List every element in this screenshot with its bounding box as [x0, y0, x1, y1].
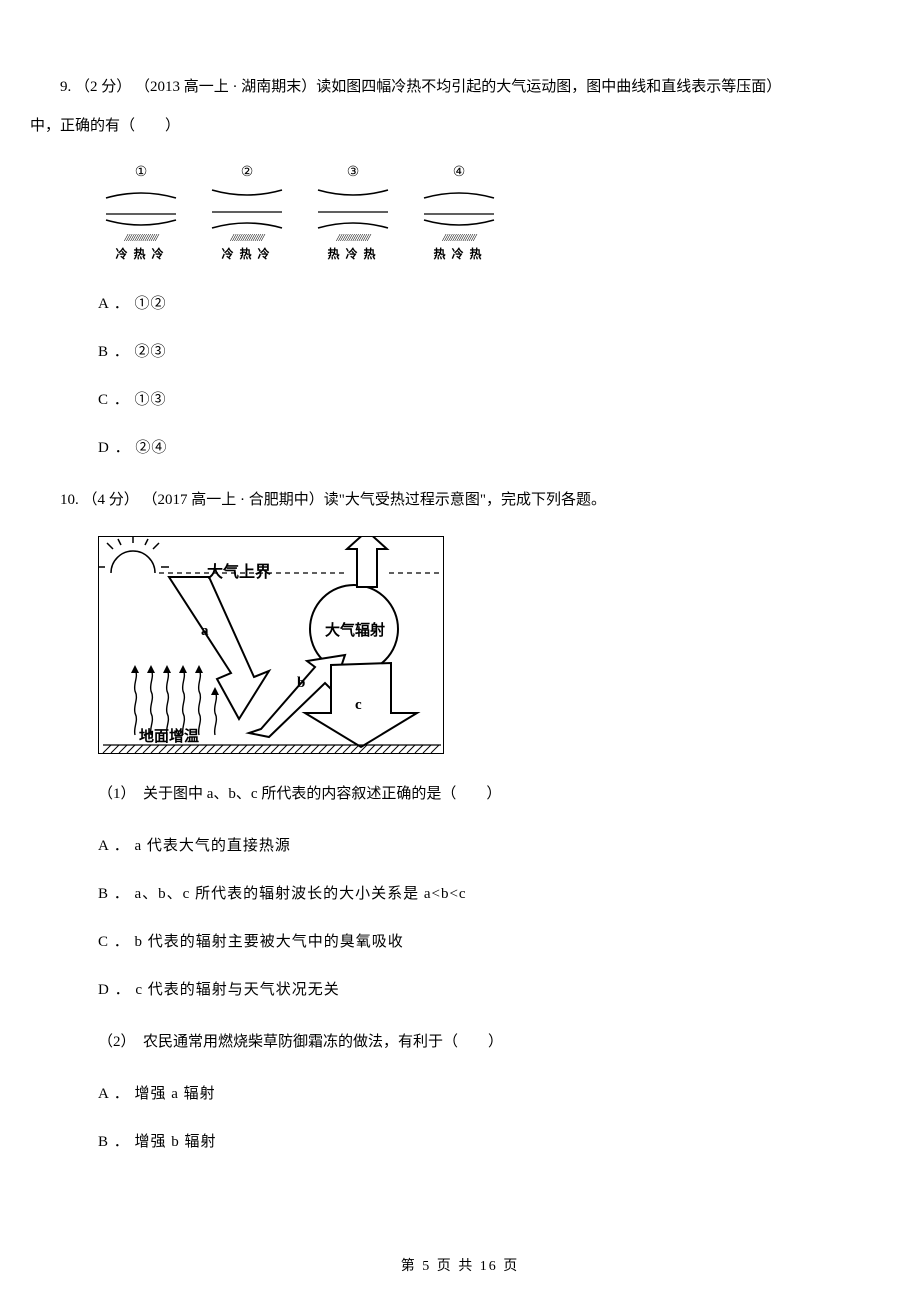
q9-d3-labels: 热冷热 [324, 245, 381, 264]
q9-d3-num: ③ [347, 162, 360, 184]
q9-option-c: C ． ①③ [30, 388, 890, 412]
q10-top-label: 大气上界 [207, 562, 271, 581]
q9-d4-svg [419, 186, 499, 234]
q9-d1-svg [101, 186, 181, 234]
q9-d2-svg [207, 186, 287, 234]
q9-header-line1: 9. （2 分） （2013 高一上 · 湖南期末）读如图四幅冷热不均引起的大气… [30, 75, 890, 99]
q9-diagram-4: ④ //////////////// 热冷热 [416, 162, 502, 264]
q10-diagram-svg: 大气上界 大气辐射 a b c 地面增温 [99, 537, 444, 754]
q10-sub1-d: D ． c 代表的辐射与天气状况无关 [30, 978, 890, 1002]
q10-sub2-stem: （2） 农民通常用燃烧柴草防御霜冻的做法，有利于（ ） [30, 1030, 890, 1054]
q10-sub1-stem: （1） 关于图中 a、b、c 所代表的内容叙述正确的是（ ） [30, 782, 890, 806]
q9-diagram-3: ③ //////////////// 热冷热 [310, 162, 396, 264]
q9-option-d: D ． ②④ [30, 436, 890, 460]
q10-label-c: c [355, 697, 362, 713]
q9-d4-ground: //////////////// [443, 235, 476, 243]
q9-diagram-1: ① //////////////// 冷热冷 [98, 162, 184, 264]
q10-diagram: 大气上界 大气辐射 a b c 地面增温 [98, 536, 444, 754]
page-footer: 第 5 页 共 16 页 [0, 1256, 920, 1278]
q9-d2-ground: //////////////// [231, 235, 264, 243]
q9-option-a: A ． ①② [30, 292, 890, 316]
q10-label-a: a [201, 623, 209, 639]
q9-d1-labels: 冷热冷 [112, 245, 169, 264]
q10-bottom-label: 地面增温 [139, 727, 199, 745]
q9-d4-labels: 热冷热 [430, 245, 487, 264]
page: 9. （2 分） （2013 高一上 · 湖南期末）读如图四幅冷热不均引起的大气… [0, 0, 920, 1302]
q10-sub2-b: B ． 增强 b 辐射 [30, 1130, 890, 1154]
q10-circle-label: 大气辐射 [325, 621, 385, 639]
q10-sub1-c: C ． b 代表的辐射主要被大气中的臭氧吸收 [30, 930, 890, 954]
q9-d2-num: ② [241, 162, 254, 184]
q9-option-b: B ． ②③ [30, 340, 890, 364]
q9-d1-num: ① [135, 162, 148, 184]
q10-label-b: b [297, 675, 305, 691]
q9-d2-labels: 冷热冷 [218, 245, 275, 264]
q9-d3-ground: //////////////// [337, 235, 370, 243]
q9-header-line2: 中，正确的有（ ） [30, 114, 890, 138]
q9-d1-ground: //////////////// [125, 235, 158, 243]
q9-diagram-2: ② //////////////// 冷热冷 [204, 162, 290, 264]
q9-figure-row: ① //////////////// 冷热冷 ② ///////////////… [30, 162, 890, 264]
q10-header: 10. （4 分） （2017 高一上 · 合肥期中）读"大气受热过程示意图"，… [30, 488, 890, 512]
q9-d4-num: ④ [453, 162, 466, 184]
q10-sub1-a: A ． a 代表大气的直接热源 [30, 834, 890, 858]
q9-d3-svg [313, 186, 393, 234]
q10-sub2-a: A ． 增强 a 辐射 [30, 1082, 890, 1106]
q10-sub1-b: B ． a、b、c 所代表的辐射波长的大小关系是 a<b<c [30, 882, 890, 906]
